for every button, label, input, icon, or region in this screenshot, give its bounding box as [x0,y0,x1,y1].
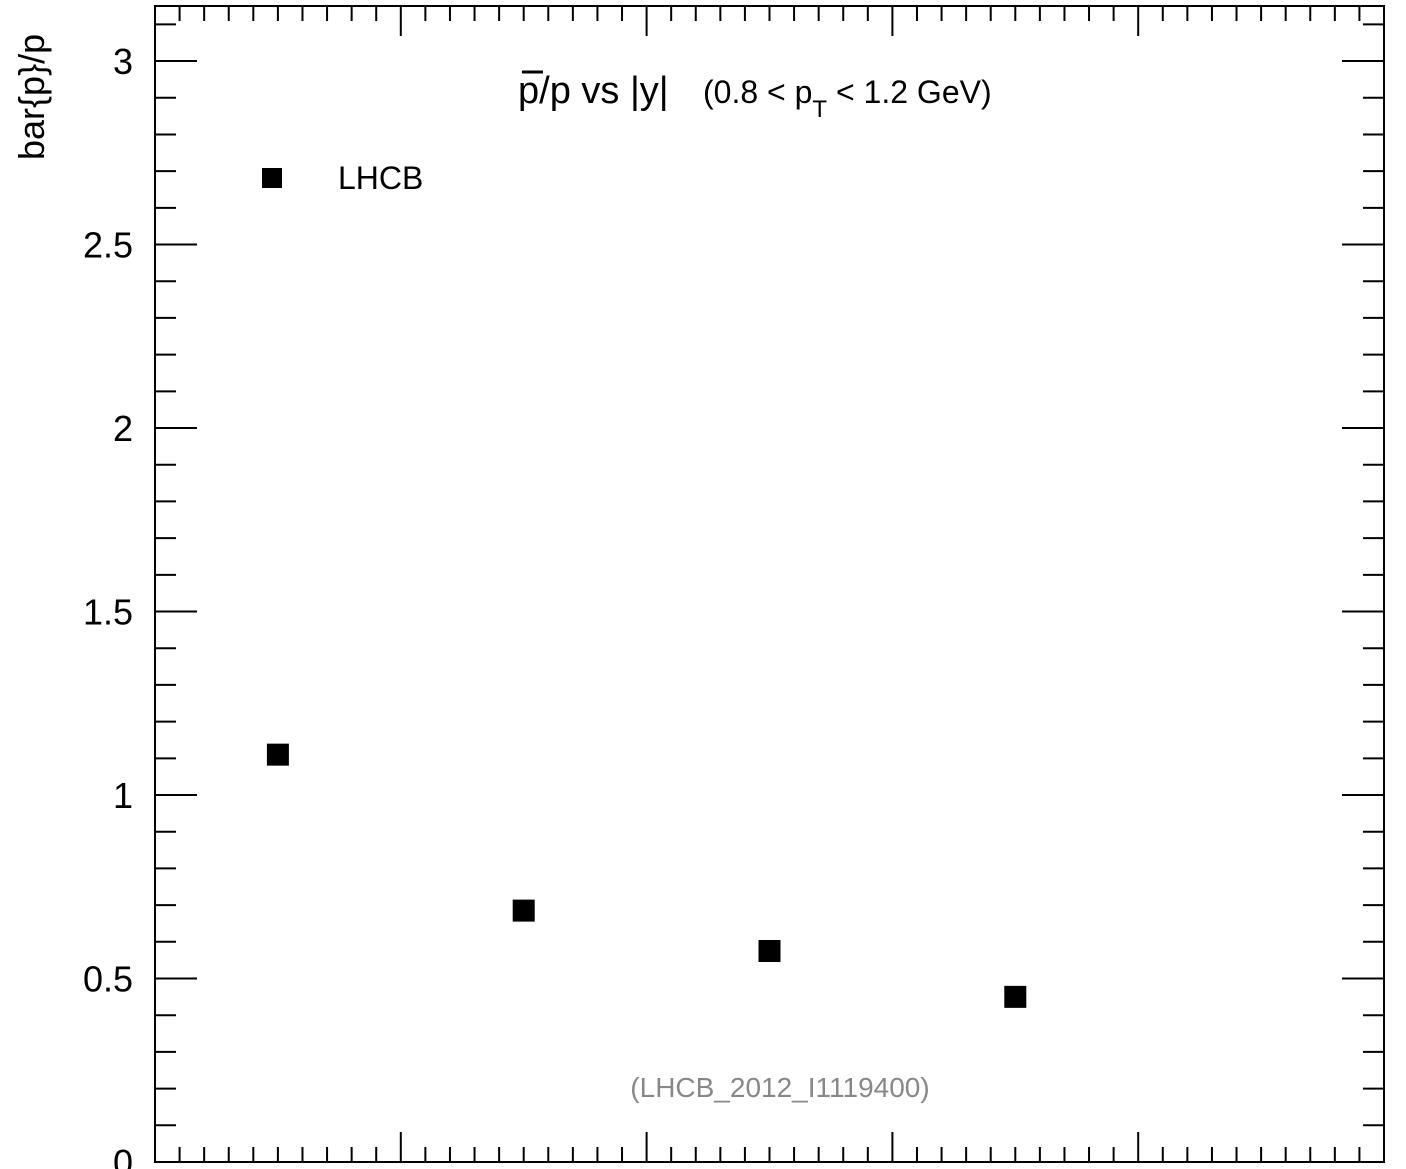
y-tick-labels: 0 0.5 1 1.5 2 2.5 3 [83,41,133,1169]
title-range-post: < 1.2 GeV) [827,74,992,110]
data-point [758,939,781,962]
title-main: p/p vs |y| [518,70,669,112]
y-tick-label: 1 [113,775,133,816]
legend-marker [262,168,282,188]
title-range: (0.8 < pT < 1.2 GeV) [703,74,992,123]
y-tick-label: 2.5 [83,225,133,266]
legend: LHCB [262,160,423,196]
axis-ticks [154,6,1385,1163]
chart-title: p/p vs |y| (0.8 < pT < 1.2 GeV) [518,70,992,123]
legend-label: LHCB [338,160,423,196]
data-point [1004,985,1027,1008]
source-annotation: (LHCB_2012_I1119400) [630,1072,929,1103]
y-tick-label: 0.5 [83,959,133,1000]
data-points [266,743,1027,1008]
y-tick-label: 0 [113,1142,133,1169]
y-tick-label: 1.5 [83,592,133,633]
y-tick-label: 3 [113,41,133,82]
title-subscript: T [812,96,827,123]
data-point [266,743,289,766]
y-tick-label: 2 [113,408,133,449]
y-axis-label: bar{p}/p [11,34,52,160]
data-point [512,899,535,922]
title-range-pre: (0.8 < p [703,74,812,110]
